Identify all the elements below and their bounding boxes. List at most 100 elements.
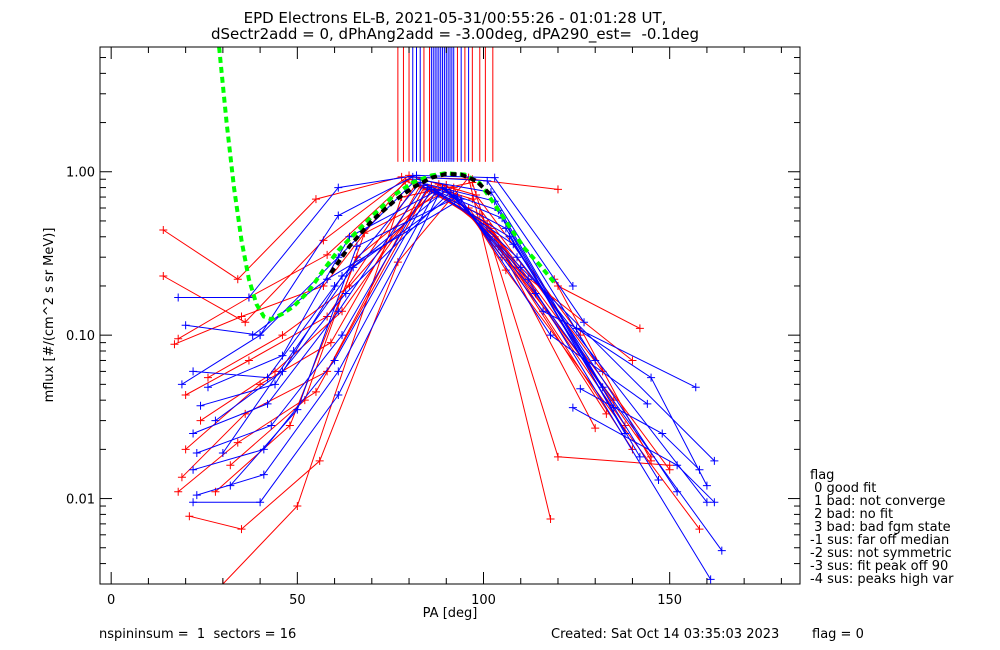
- fit-curve: [217, 47, 556, 322]
- data-point: [244, 293, 253, 302]
- data-point: [691, 383, 700, 392]
- data-point: [311, 195, 320, 204]
- data-point: [311, 387, 320, 396]
- data-point: [602, 409, 611, 418]
- data-point: [580, 318, 589, 327]
- data-point: [553, 452, 562, 461]
- data-point: [181, 321, 190, 330]
- series-line: [215, 191, 712, 580]
- data-point: [192, 491, 201, 500]
- data-point: [591, 424, 600, 433]
- series-line: [185, 182, 626, 426]
- footer-created: Created: Sat Oct 14 03:35:03 2023: [551, 627, 780, 642]
- series-8: [185, 173, 555, 534]
- data-point: [233, 438, 242, 447]
- data-point: [695, 525, 704, 534]
- series-31: [568, 403, 719, 507]
- data-point: [289, 346, 298, 355]
- data-point: [293, 502, 302, 511]
- data-point: [539, 307, 548, 316]
- y-tick-label: 0.01: [66, 493, 95, 508]
- legend-item: -3 sus: fit peak off 90: [810, 559, 949, 574]
- legend-item: 0 good fit: [810, 481, 877, 496]
- data-point: [658, 429, 667, 438]
- legend-item: 1 bad: not converge: [810, 494, 946, 509]
- series-line: [185, 176, 585, 336]
- legend-item: -2 sus: not symmetric: [810, 546, 952, 561]
- x-axis-label: PA [deg]: [423, 606, 478, 621]
- series-33: [576, 384, 704, 474]
- series-line: [196, 186, 626, 454]
- data-point: [189, 465, 198, 474]
- data-point: [285, 421, 294, 430]
- data-point: [271, 380, 279, 389]
- data-point: [181, 445, 190, 454]
- data-point: [490, 173, 499, 182]
- series-line: [178, 174, 574, 298]
- data-point: [643, 399, 652, 408]
- axes: [99, 46, 801, 585]
- tick-marks: 0 50 100 150 0.01 0.10 1.00: [66, 47, 800, 608]
- series-25: [203, 183, 711, 507]
- series-24: [189, 190, 682, 507]
- data-point: [174, 334, 183, 343]
- data-point: [702, 481, 711, 490]
- chart-subtitle: dSectr2add = 0, dPhAng2add = -3.00deg, d…: [211, 25, 699, 43]
- data-point: [177, 380, 186, 389]
- data-point: [710, 498, 719, 507]
- data-point: [211, 416, 220, 425]
- series-28: [218, 191, 726, 555]
- data-point: [174, 293, 183, 302]
- series-line: [557, 285, 641, 329]
- data-point: [524, 275, 533, 284]
- y-tick-label: 0.10: [66, 329, 95, 344]
- data-point: [259, 445, 268, 454]
- data-point: [226, 461, 235, 470]
- data-point: [159, 272, 168, 281]
- data-point: [241, 318, 250, 327]
- data-point: [189, 429, 198, 438]
- data-point: [576, 384, 585, 393]
- data-point: [647, 456, 656, 465]
- data-point: [635, 452, 644, 461]
- data-point: [256, 331, 265, 340]
- data-point: [189, 498, 198, 507]
- data-point: [196, 416, 205, 425]
- data-point: [647, 373, 656, 382]
- plot-frame: [99, 46, 801, 585]
- flag-legend: flag 0 good fit 1 bad: not converge 2 ba…: [810, 469, 954, 586]
- data-point: [345, 281, 354, 290]
- series-line: [207, 186, 708, 503]
- data-point: [695, 465, 704, 474]
- data-point: [203, 373, 212, 382]
- data-point: [170, 340, 179, 349]
- data-point: [263, 399, 272, 408]
- data-point: [710, 456, 719, 465]
- data-point: [259, 470, 268, 479]
- data-point: [326, 338, 335, 347]
- data-point: [546, 331, 555, 340]
- data-point: [483, 176, 492, 185]
- footer-flag: flag = 0: [812, 627, 864, 642]
- data-point: [177, 473, 186, 482]
- data-point: [449, 191, 458, 200]
- series-line: [576, 327, 708, 486]
- x-tick-label: 50: [289, 593, 306, 608]
- series-line: [200, 188, 715, 462]
- series-line: [229, 186, 700, 530]
- data-point: [192, 449, 201, 458]
- data-point: [334, 211, 343, 220]
- series-23: [192, 188, 663, 500]
- data-point: [334, 391, 343, 400]
- data-point: [237, 312, 246, 321]
- data-point: [572, 324, 581, 333]
- data-point: [673, 461, 682, 470]
- footer-spin-info: nspininsum = 1 sectors = 16: [99, 627, 297, 642]
- series-16: [174, 171, 577, 302]
- data-point: [233, 275, 242, 284]
- data-point: [196, 401, 205, 410]
- data-point: [323, 275, 332, 284]
- series-line: [163, 174, 581, 336]
- series-lines: [159, 47, 726, 584]
